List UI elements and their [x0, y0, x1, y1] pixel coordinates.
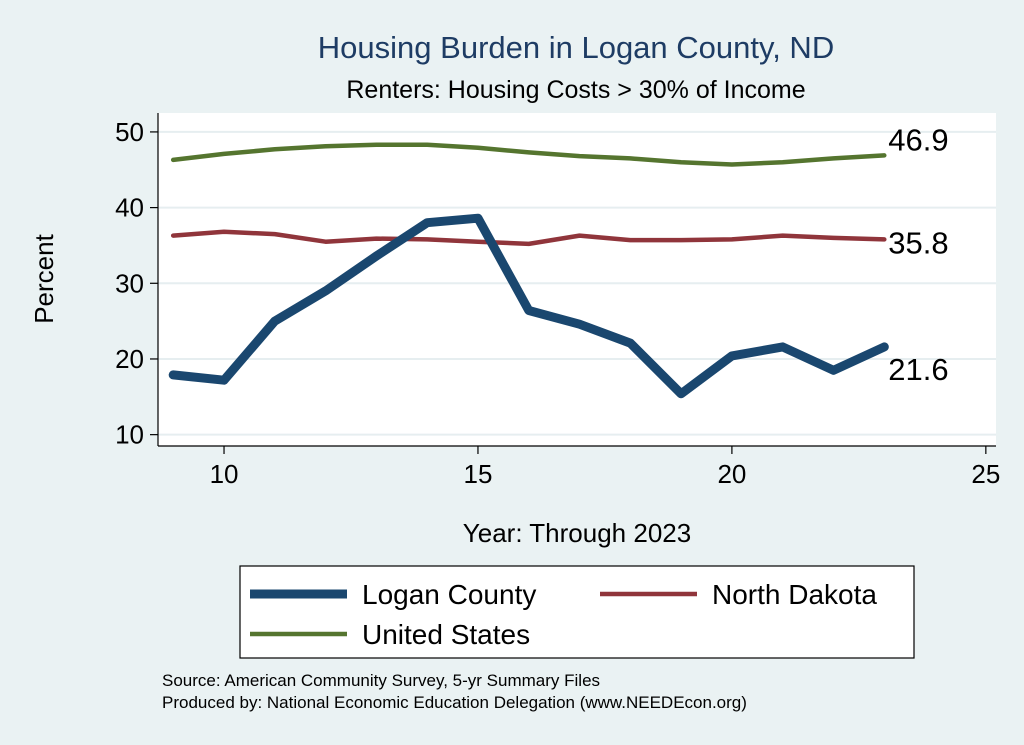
series-lines	[168, 142, 889, 399]
x-tick-label-3: 25	[971, 459, 1000, 489]
y-tick-label-2: 30	[115, 268, 144, 298]
legend-label-logan-county: Logan County	[362, 579, 536, 610]
legend: Logan County North Dakota United States	[250, 579, 877, 650]
plot-area	[158, 113, 996, 446]
y-tick-label-4: 50	[115, 117, 144, 147]
x-ticks: 10 15 20 25	[210, 446, 1000, 489]
end-label-logan-county: 21.6	[888, 352, 948, 387]
produced-note: Produced by: National Economic Education…	[162, 693, 747, 712]
chart-subtitle: Renters: Housing Costs > 30% of Income	[346, 76, 805, 104]
x-axis-label: Year: Through 2023	[463, 518, 691, 548]
x-tick-label-1: 15	[464, 459, 493, 489]
series-line-north-dakota	[170, 229, 887, 247]
chart-title: Housing Burden in Logan County, ND	[318, 30, 834, 65]
end-label-north-dakota: 35.8	[888, 225, 948, 260]
source-note: Source: American Community Survey, 5-yr …	[162, 671, 600, 690]
y-tick-label-1: 20	[115, 344, 144, 374]
y-tick-label-3: 40	[115, 193, 144, 223]
y-tick-label-0: 10	[115, 420, 144, 450]
end-label-united-states: 46.9	[888, 122, 948, 157]
y-axis-label: Percent	[29, 233, 59, 323]
legend-label-united-states: United States	[362, 619, 530, 650]
y-ticks: 10 20 30 40 50	[115, 117, 158, 450]
legend-box	[239, 565, 915, 659]
end-labels: 21.6 35.8 46.9	[888, 122, 948, 386]
x-tick-label-0: 10	[210, 459, 239, 489]
x-tick-label-2: 20	[717, 459, 746, 489]
series-line-logan-county	[168, 213, 889, 399]
series-line-united-states	[170, 142, 887, 167]
legend-label-north-dakota: North Dakota	[712, 579, 877, 610]
